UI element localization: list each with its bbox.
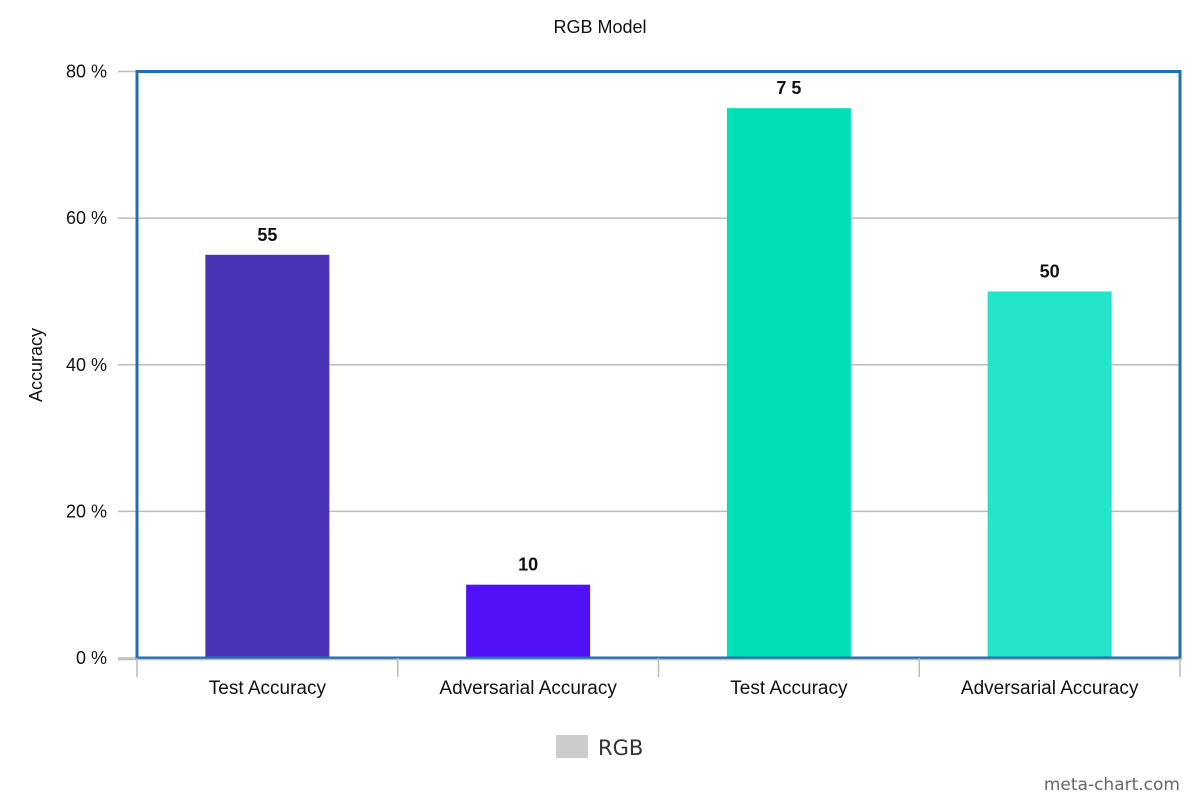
y-tick-label: 80 % <box>66 62 107 82</box>
data-label: 55 <box>257 225 277 245</box>
bar <box>205 254 330 658</box>
y-tick-label: 0 % <box>76 648 107 668</box>
bar <box>466 584 591 658</box>
y-tick-label: 60 % <box>66 208 107 228</box>
x-tick-label: Test Accuracy <box>209 678 327 699</box>
legend-swatch-rgb[interactable] <box>556 735 588 758</box>
data-label: 7 5 <box>776 78 801 98</box>
y-tick-label: 20 % <box>66 501 107 521</box>
legend[interactable]: RGB <box>556 735 643 760</box>
data-labels: 55 10 7 5 50 <box>257 78 1059 575</box>
data-label: 50 <box>1040 261 1060 281</box>
chart-title: RGB Model <box>553 17 646 37</box>
x-axis: Test Accuracy Adversarial Accuracy Test Ac… <box>118 658 1181 699</box>
bar <box>726 108 851 658</box>
bars <box>205 108 1112 658</box>
x-tick-label: Adversarial Accuracy <box>961 678 1139 699</box>
y-axis-label: Accuracy <box>26 328 46 402</box>
x-tick-label: Test Accuracy <box>730 678 848 699</box>
legend-label-rgb[interactable]: RGB <box>598 736 643 760</box>
bar <box>987 291 1112 658</box>
y-tick-label: 40 % <box>66 355 107 375</box>
x-tick-label: Adversarial Accuracy <box>439 678 617 699</box>
data-label: 10 <box>518 555 538 575</box>
y-axis-ticks: 0 % 20 % 40 % 60 % 80 % <box>66 62 107 669</box>
watermark: meta-chart.com <box>1044 775 1180 795</box>
